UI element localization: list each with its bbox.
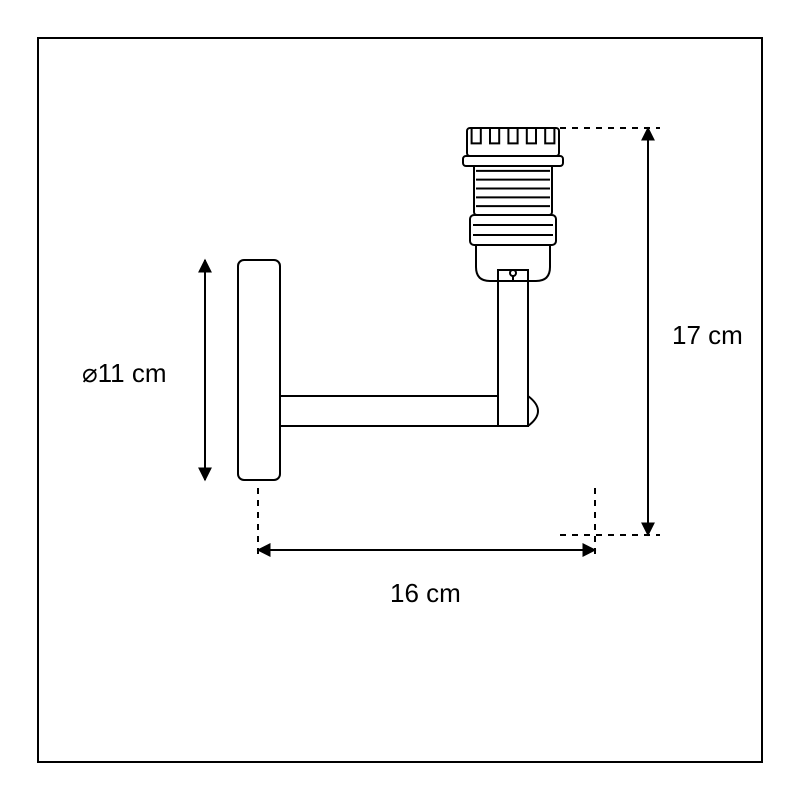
diameter-label: ⌀11 cm xyxy=(82,358,167,389)
width-label: 16 cm xyxy=(390,578,461,609)
height-label: 17 cm xyxy=(672,320,743,351)
technical-drawing xyxy=(0,0,800,800)
